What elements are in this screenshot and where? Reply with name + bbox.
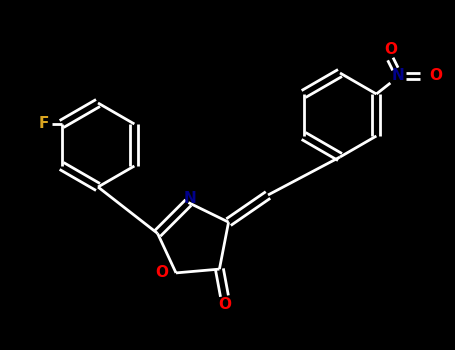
Text: N: N xyxy=(392,69,405,84)
Text: O: O xyxy=(218,296,231,312)
Text: N: N xyxy=(184,191,197,206)
Text: O: O xyxy=(429,69,442,84)
Text: O: O xyxy=(384,42,397,56)
Text: F: F xyxy=(38,117,49,132)
Text: O: O xyxy=(156,265,168,280)
